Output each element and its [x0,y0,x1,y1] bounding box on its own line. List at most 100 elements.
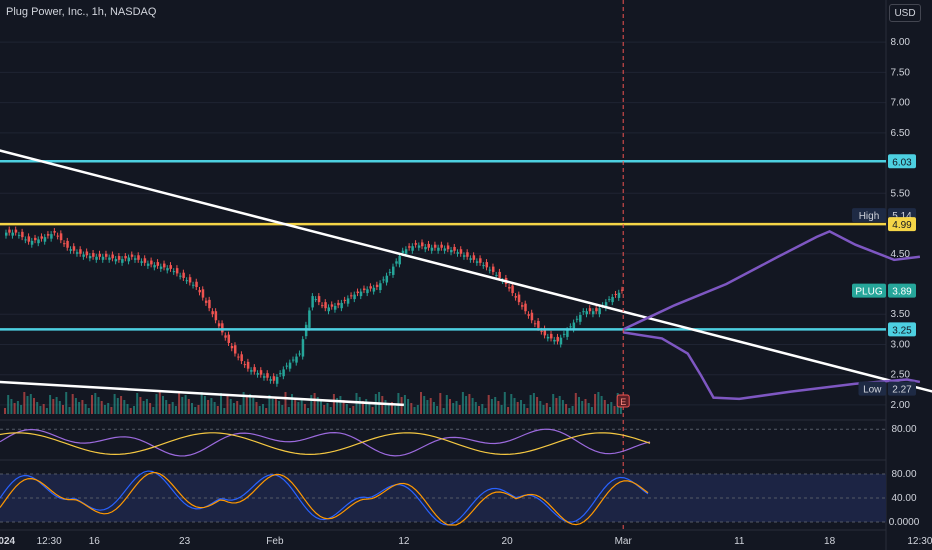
candle [227,334,231,343]
price-label-value: 6.03 [892,157,912,168]
volume-bar [255,402,258,414]
currency-button[interactable]: USD [889,4,921,22]
volume-bar [168,404,171,414]
candle [104,253,108,257]
volume-bar [552,394,555,414]
indicator2-tick: 80.00 [891,469,916,480]
indicator1-tick: 80.00 [891,424,916,435]
volume-bar [578,397,580,414]
volume-bar [381,396,384,414]
volume-bar [420,392,422,414]
candle [301,339,305,357]
volume-bar [155,394,158,414]
candle [614,293,618,295]
volume-bar [587,403,590,414]
earnings-marker-label: E [620,397,626,407]
candle [88,256,92,259]
volume-bar [271,399,274,414]
indicator2-tick: 0.0000 [889,517,920,528]
candle [362,288,366,291]
y-tick-label: 6.50 [891,128,911,139]
volume-bar [423,396,426,414]
candle [404,249,408,254]
volume-bar [426,400,429,414]
trend-line-lower-downtrend[interactable] [0,380,404,407]
candle [217,323,221,327]
candle [550,333,553,339]
candle [340,302,343,309]
candle [375,284,379,288]
candle [566,330,569,337]
candle [527,314,530,316]
candle [440,244,443,248]
y-tick-label: 7.00 [891,98,911,109]
earnings-marker[interactable] [616,394,630,408]
x-tick-label: 12:30 [907,536,932,547]
candle [620,289,624,291]
x-tick-label: 11 [734,536,745,547]
volume-bar [500,405,503,414]
candle [30,240,34,245]
volume-bar [358,397,361,414]
y-tick-label: 3.50 [891,309,911,320]
volume-bar [474,402,477,414]
volume-bar [313,393,316,414]
volume-bar [368,403,371,414]
candle [285,365,289,367]
volume-bar [432,402,435,414]
projection-bullish-path[interactable] [622,230,921,331]
volume-bar [323,405,326,414]
volume-bar [603,400,606,414]
price-label-box [888,154,916,169]
candle [221,323,224,333]
candle [424,246,427,250]
candle [134,258,137,260]
candle [598,308,601,315]
candle [240,354,243,362]
candle [153,265,156,268]
trend-line-upper-downtrend[interactable] [0,145,932,405]
volume-bar [287,407,290,414]
volume-bar [316,397,319,414]
candle [63,243,66,245]
volume-bar [487,395,490,414]
volume-bar [329,407,332,414]
price-label-box [888,322,916,337]
volume-bar [284,392,287,414]
candle [233,345,237,354]
candle [192,284,195,286]
candle [450,249,453,253]
candle [369,286,372,289]
volume-bar [162,396,164,414]
volume-bar [81,400,84,414]
indicator2-d [0,472,649,526]
y-tick-label: 7.50 [891,67,911,78]
x-tick-label: 12:30 [37,536,62,547]
volume-bar [55,397,58,414]
volume-bar [455,401,458,414]
volume-bar [510,394,513,414]
volume-bar [613,406,616,414]
candle [343,299,347,301]
candle [466,252,469,257]
volume-bar [97,397,100,414]
volume-bar [78,402,81,414]
candle [114,259,118,262]
candle [159,266,163,269]
volume-bar [139,397,142,414]
candle [608,299,611,301]
candle [256,373,260,375]
volume-bar [349,408,351,414]
volume-bar [465,396,468,414]
volume-bar [165,400,168,414]
candle [575,318,579,320]
candle [485,262,489,268]
candle [37,239,40,244]
volume-bar [291,394,293,414]
volume-bar [258,406,261,414]
candle [279,373,282,375]
volume-bar [471,398,474,414]
candle [356,291,360,294]
candle [472,255,476,260]
